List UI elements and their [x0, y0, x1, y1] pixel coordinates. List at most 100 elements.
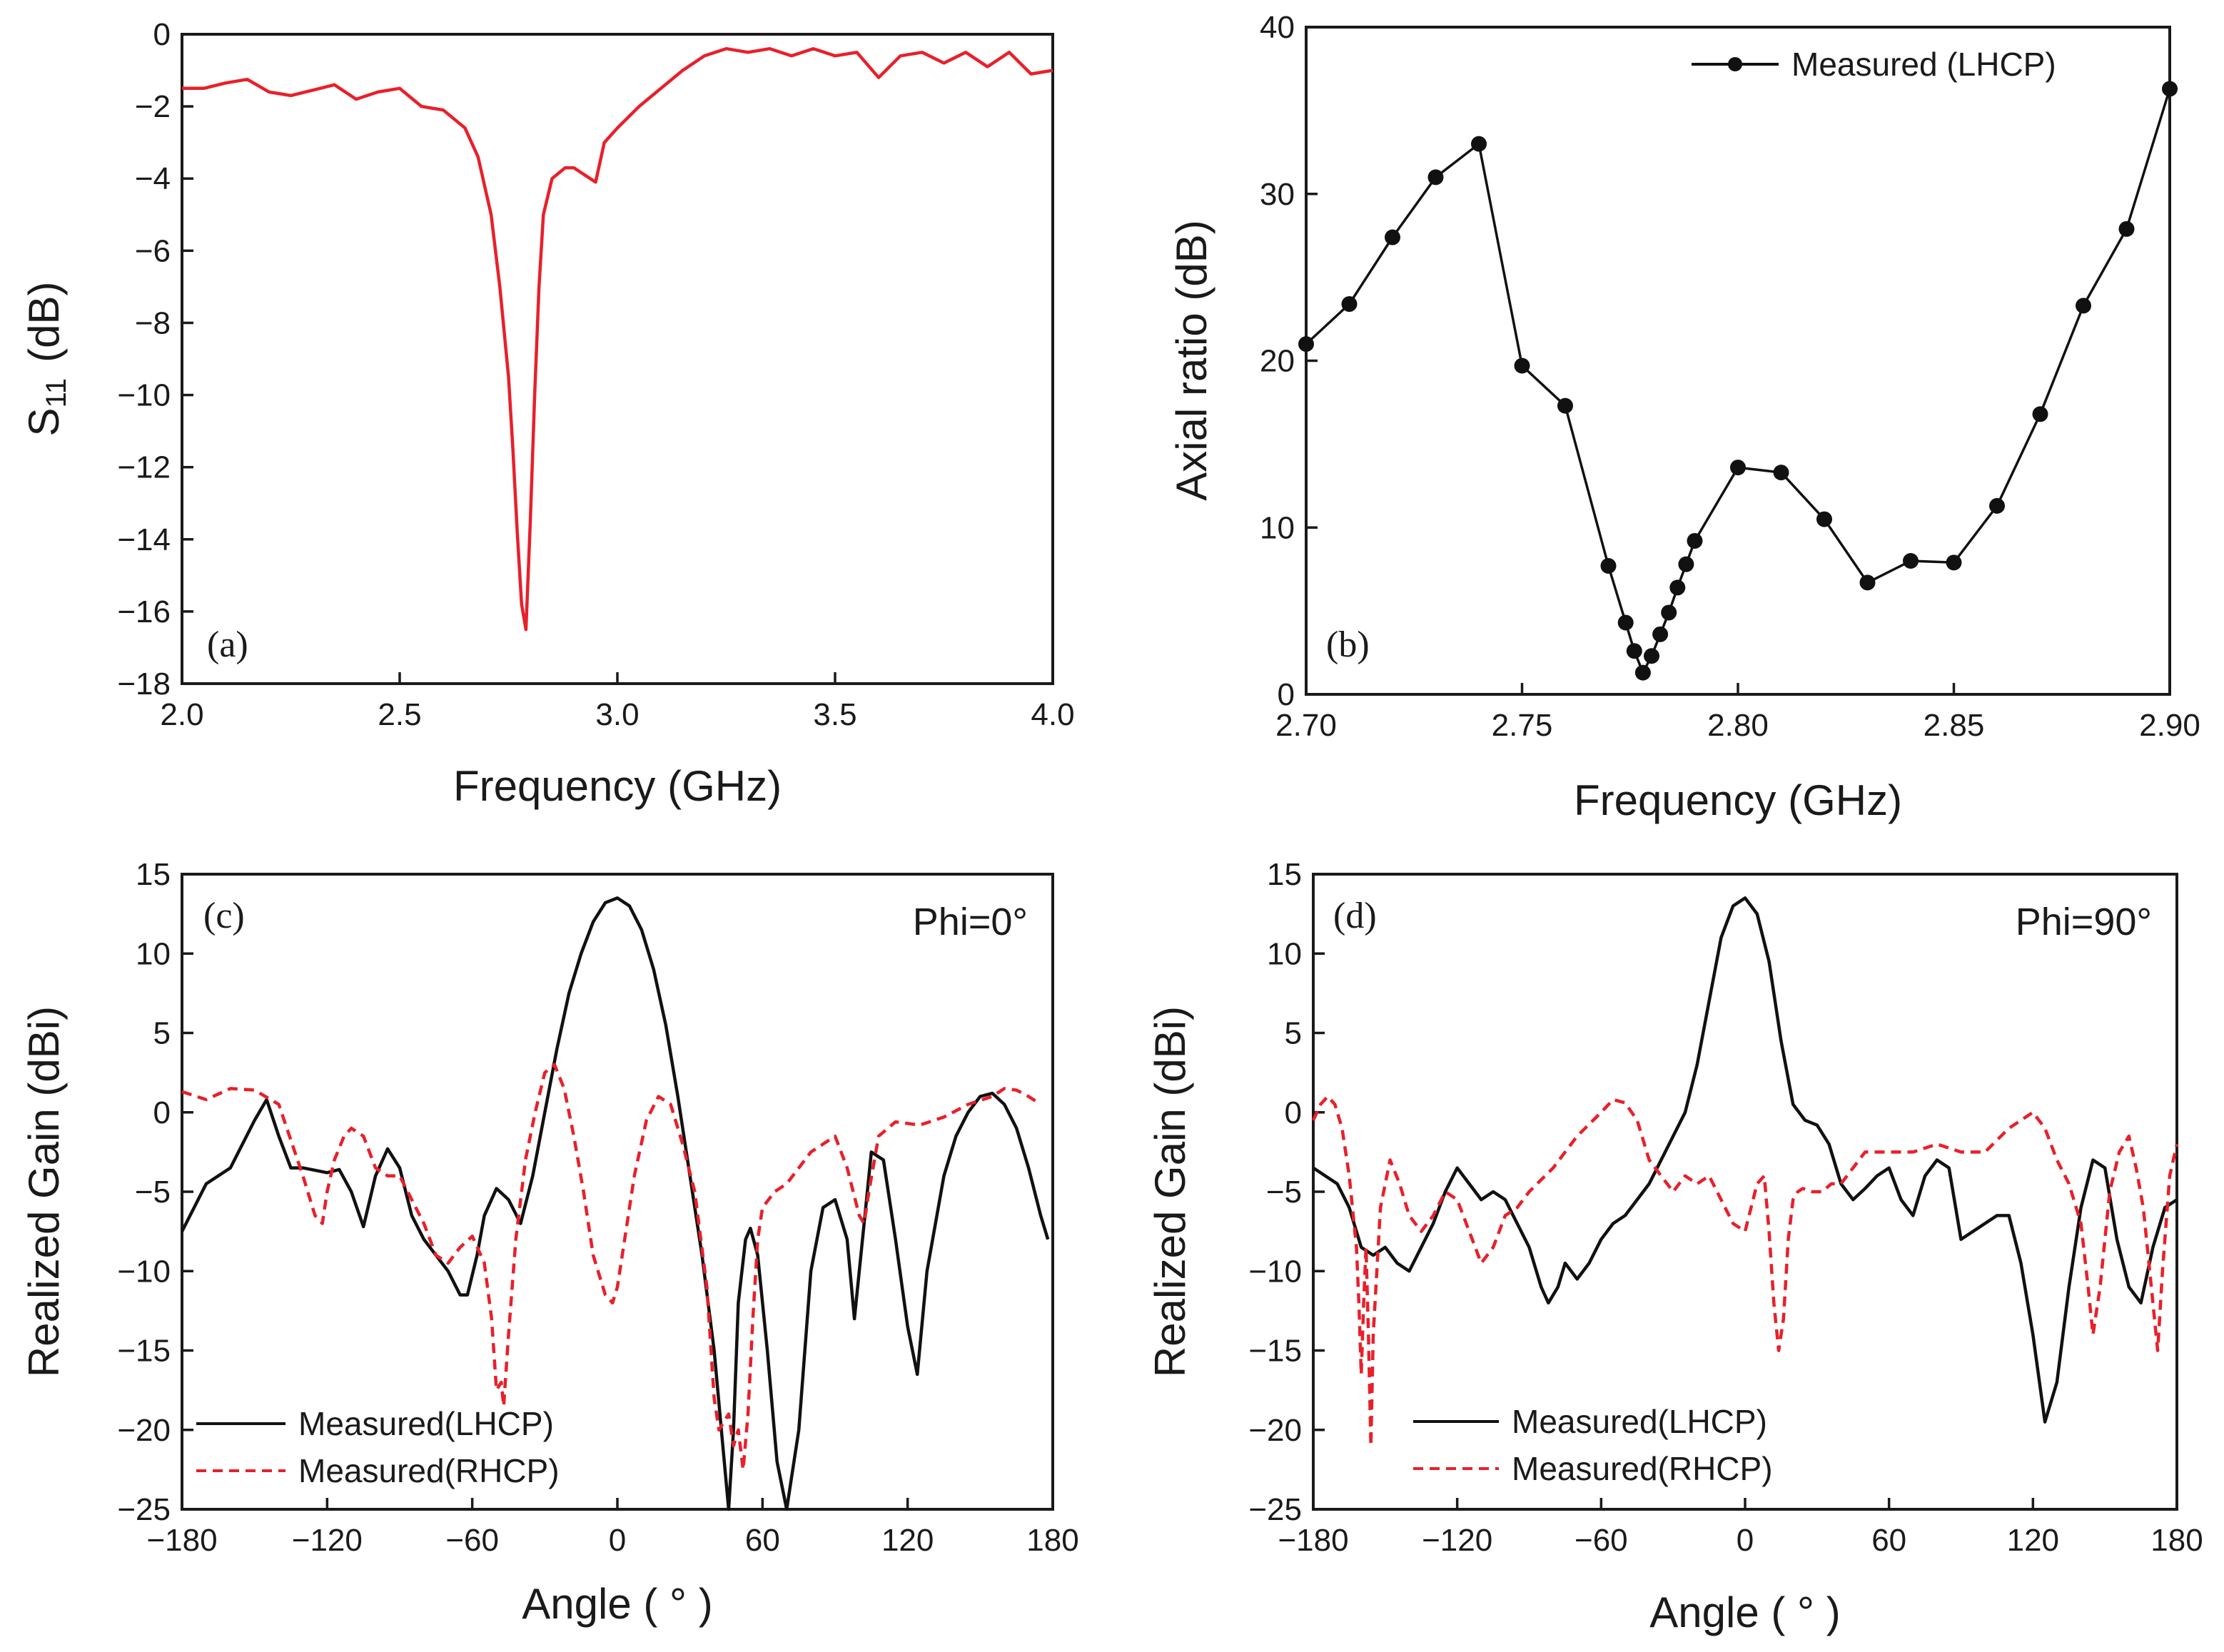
- panel-b-data-point: [1644, 648, 1659, 664]
- panel-b-data-point: [1385, 229, 1400, 245]
- panel-d-series-measured-lhcp-line: [1312, 896, 2178, 1424]
- panel-b-axial-ratio-chart: 2.70 2.75 2.80 2.85 2.90 0 10 20 30 40 (b) Freque…: [1168, 10, 2200, 824]
- panel-b-x-tick-label: 2.70: [1275, 708, 1337, 743]
- panel-c-x-tick-label: 120: [881, 1523, 934, 1558]
- panel-b-label: (b): [1326, 624, 1370, 665]
- panel-a-series-s11-line: [182, 46, 1053, 632]
- panel-b-y-axis-label: Axial ratio (dB): [1168, 220, 1215, 500]
- panel-b-legend-marker: [1728, 57, 1742, 71]
- panel-d-axis-ticks: −180 −120 −60 0 60 120 180 15 10 5 0 −5 −10 −15 −20 −25: [1248, 857, 2203, 1558]
- panel-a-y-label-main: S: [20, 407, 68, 436]
- panel-a-x-tick-label: 3.0: [595, 697, 639, 732]
- panel-d-y-tick-label: −25: [1248, 1492, 1302, 1527]
- panel-c-x-tick-label: −180: [146, 1523, 217, 1558]
- panel-a-axis-ticks: 2.0 2.5 3.0 3.5 4.0 0 −2 −4 −6 −8 −10 −12 −14 −16 −18: [117, 17, 1074, 732]
- panel-d-x-tick-label: −60: [1575, 1523, 1628, 1558]
- panel-c-x-axis-label: Angle ( ° ): [522, 1580, 712, 1628]
- panel-a-s11-chart: 2.0 2.5 3.0 3.5 4.00−2−4−6−8−10−12−14−16−18 …: [20, 17, 1075, 810]
- panel-a-y-label-unit: (dB): [20, 282, 68, 363]
- panel-b-x-tick-label: 2.90: [2139, 708, 2200, 743]
- panel-b-data-point: [1989, 497, 2005, 514]
- panel-a-y-tick-label: −18: [117, 667, 171, 701]
- panel-c-y-tick-label: −25: [117, 1492, 171, 1527]
- panel-a-y-tick-label: 0: [153, 17, 171, 52]
- panel-a-y-tick-label: −2: [135, 89, 171, 124]
- panel-d-y-tick-label: 5: [1285, 1016, 1302, 1051]
- panel-b-data-point: [1661, 604, 1677, 621]
- panel-b-data-point: [1669, 579, 1686, 596]
- panel-d-series: [1311, 896, 2179, 1448]
- panel-a-x-tick-label: 2.0: [160, 697, 203, 732]
- panel-b-y-tick-label: 20: [1260, 344, 1295, 379]
- panel-d-label: (d): [1333, 896, 1377, 936]
- panel-b-y-tick-label: 0: [1278, 677, 1295, 712]
- panel-d-y-tick-label: 15: [1267, 857, 1302, 892]
- panel-d-legend: Measured(LHCP) Measured(RHCP): [1413, 1403, 1773, 1487]
- panel-d-x-tick-label: 120: [2007, 1523, 2059, 1558]
- panel-c-legend: Measured(LHCP) Measured(RHCP): [196, 1405, 560, 1489]
- panel-a-y-tick-label: −10: [117, 378, 171, 413]
- panel-c-y-tick-label: 10: [136, 936, 171, 971]
- panel-d-y-tick-label: 10: [1267, 936, 1302, 971]
- panel-d-y-axis-label: Realized Gain (dBi): [1146, 1006, 1194, 1377]
- panel-b-data-point: [1946, 554, 1962, 571]
- panel-b-y-tick-label: 10: [1260, 510, 1295, 545]
- panel-b-data-point: [1600, 558, 1617, 574]
- panel-c-axis-ticks: −180 −120 −60 0 60 120 180 15 10 5 0 −5 −10 −15 −20 −25: [117, 857, 1078, 1558]
- panel-a-y-tick-label: −6: [135, 233, 171, 268]
- panel-d-y-tick-label: −10: [1248, 1254, 1302, 1289]
- panel-b-x-tick-label: 2.80: [1707, 708, 1769, 743]
- panel-d-legend-lhcp-label: Measured(LHCP): [1512, 1403, 1767, 1440]
- panel-c-y-axis-label: Realized Gain (dBi): [20, 1006, 68, 1377]
- panel-a-y-tick-label: −12: [117, 450, 171, 485]
- panel-a-x-axis-label: Frequency (GHz): [453, 762, 782, 810]
- panel-b-data-point: [1427, 169, 1444, 186]
- panel-a-y-tick-label: −16: [117, 594, 171, 629]
- panel-a-y-axis-label: S11 (dB): [20, 282, 72, 437]
- panel-a-x-tick-label: 2.5: [378, 697, 421, 732]
- panel-b-data-point: [1557, 397, 1573, 414]
- panel-c-x-tick-label: 180: [1026, 1523, 1078, 1558]
- panel-c-phi-annotation: Phi=0°: [913, 901, 1028, 943]
- panel-d-phi-annotation: Phi=90°: [2016, 901, 2152, 943]
- panel-b-data-point: [1298, 336, 1314, 353]
- panel-b-data-point: [1471, 136, 1487, 152]
- panel-b-x-tick-label: 2.85: [1924, 708, 1985, 743]
- panel-c-x-tick-label: 60: [745, 1523, 780, 1558]
- panel-b-data-point: [1514, 358, 1530, 374]
- panel-b-x-tick-label: 2.75: [1492, 708, 1553, 743]
- panel-c-x-tick-label: 0: [609, 1523, 626, 1558]
- panel-c-gain-phi0-chart: −180 −120 −60 0 60 120 180 15 10 5 0 −5 −10 −15 −20 −25…: [20, 857, 1079, 1628]
- panel-d-series-measured-rhcp-line: [1311, 1095, 2179, 1448]
- panel-d-x-tick-label: 60: [1871, 1523, 1906, 1558]
- panel-b-series: [1298, 81, 2178, 681]
- panel-d-legend-rhcp-label: Measured(RHCP): [1512, 1450, 1773, 1487]
- panel-b-data-point: [1634, 664, 1651, 681]
- panel-b-legend-label: Measured (LHCP): [1791, 46, 2056, 83]
- panel-b-data-point: [1652, 626, 1669, 642]
- panel-a-x-tick-label: 3.5: [813, 697, 856, 732]
- panel-b-data-point: [1626, 643, 1642, 659]
- panel-b-legend: Measured (LHCP): [1692, 46, 2056, 83]
- panel-a-series: [182, 46, 1053, 632]
- panel-b-y-tick-label: 30: [1260, 177, 1295, 212]
- panel-b-y-tick-label: 40: [1260, 10, 1295, 45]
- panel-b-data-point: [2118, 221, 2135, 237]
- panel-d-y-tick-label: −20: [1248, 1413, 1302, 1448]
- panel-b-data-point: [1816, 511, 1832, 527]
- panel-b-data-point: [1617, 614, 1634, 631]
- panel-a-y-label-subscript: 11: [41, 378, 72, 408]
- panel-b-data-point: [1773, 465, 1789, 481]
- panel-b-data-point: [2032, 406, 2048, 422]
- panel-c-y-tick-label: 5: [153, 1016, 171, 1051]
- panel-c-y-tick-label: 15: [136, 857, 171, 892]
- panel-b-data-point: [1687, 532, 1703, 549]
- panel-c-y-tick-label: 0: [153, 1095, 171, 1130]
- panel-c-y-tick-label: −20: [117, 1413, 171, 1448]
- panel-c-series-measured-rhcp-line: [181, 1063, 1042, 1471]
- panel-c-y-tick-label: −5: [135, 1175, 171, 1210]
- panel-a-y-tick-label: −14: [117, 522, 171, 557]
- panel-c-legend-lhcp-label: Measured(LHCP): [298, 1405, 554, 1442]
